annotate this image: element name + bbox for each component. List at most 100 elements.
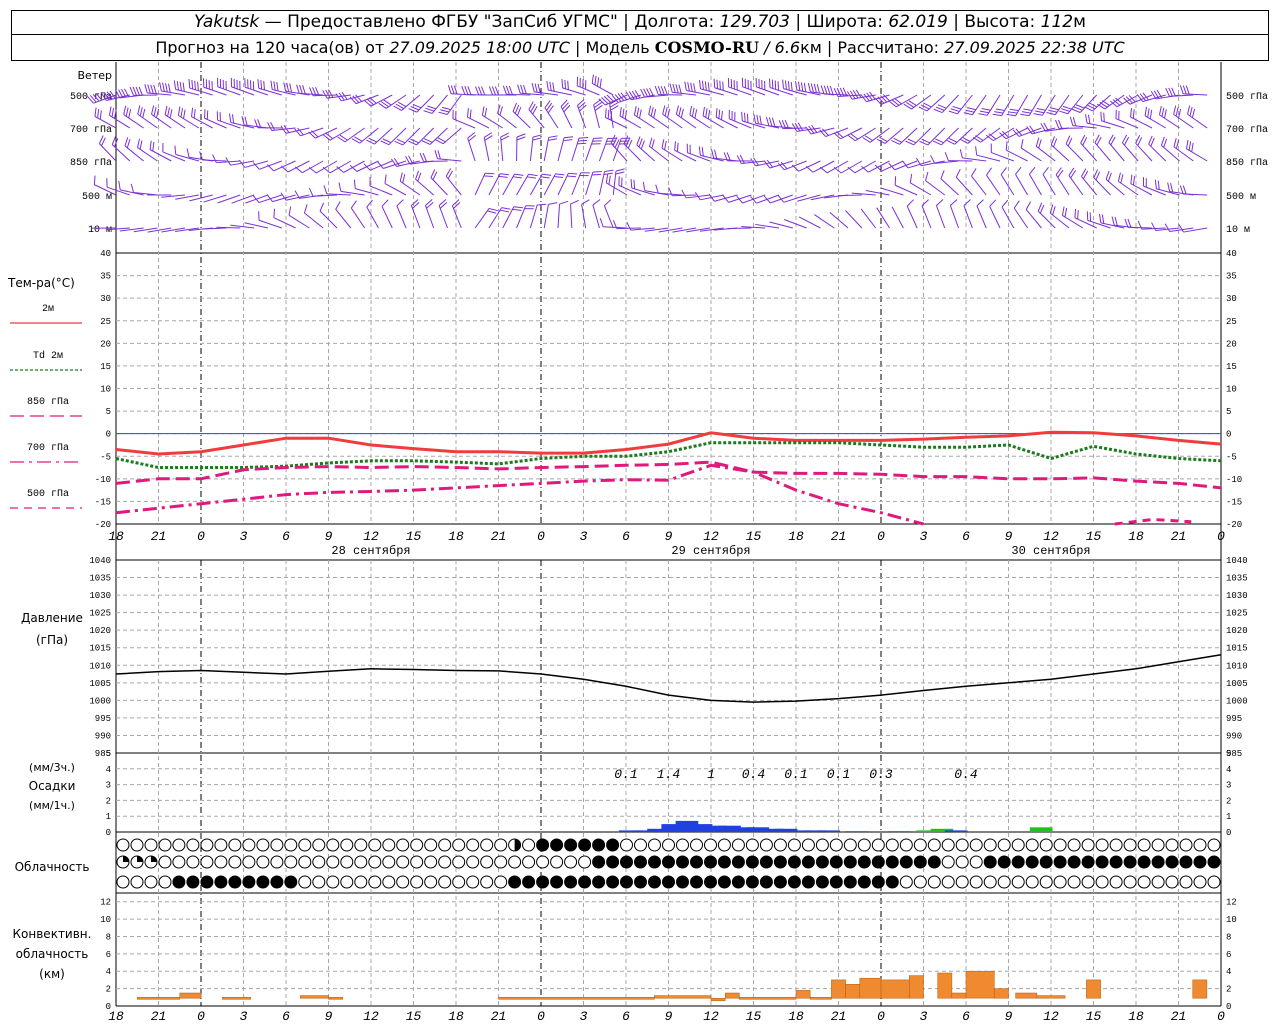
precip-bar-8 [732,827,755,832]
wind-feather-3-64-0 [986,167,992,176]
wind-barb-1-41 [662,113,683,129]
wind-feather-4-22-0 [411,199,419,206]
cloud-circle-2-27 [494,875,508,889]
wind-feather-1-42-1 [678,107,682,117]
cloud-circle-2-18 [368,875,382,889]
hour-tick-bottom-24: 18 [1128,1009,1144,1024]
wind-barb-2-66 [1005,149,1028,162]
wind-feather-3-30-0 [542,173,552,176]
wind-barb-0-65 [1001,94,1015,116]
cloud-circle-2-39 [662,875,675,889]
cloud-circle-0-53 [857,838,871,852]
wind-feather-4-66-0 [1013,200,1020,209]
wind-barb-3-36 [612,171,617,196]
wind-feather-0-63-0 [963,112,973,116]
cloud-circle-2-4 [172,875,186,889]
wind-feather-2-21-0 [377,161,384,169]
wind-feather-1-51-2 [797,122,804,131]
wind-feather-4-70-0 [1061,206,1065,216]
hour-tick-mid-26: 0 [1217,529,1225,544]
precip-bar-0 [618,830,642,832]
cloud-circle-2-28 [508,875,522,889]
hour-tick-bottom-2: 0 [197,1009,205,1024]
wind-feather-0-36-2 [596,77,600,87]
wind-feather-0-32-1 [534,83,538,93]
wind-feather-1-71-0 [1069,116,1074,126]
wind-barb-1-42 [676,113,697,129]
pressure-ytick-left-1040: 1040 [89,556,111,566]
wind-feather-0-27-1 [464,86,469,95]
cloud-circle-2-53 [857,875,871,889]
wind-feather-2-59-0 [902,160,909,169]
wind-barb-4-59 [921,205,932,229]
wind-feather-1-77-0 [1158,105,1162,115]
wind-feather-2-1-1 [114,138,119,147]
wind-feather-1-31-2 [532,106,538,115]
cloud-circle-2-61 [969,875,983,889]
conv-bar-5 [498,997,655,1000]
wind-barb-1-35 [593,104,600,129]
wind-barb-0-60 [926,94,946,112]
precip-ytick-left-2: 2 [106,796,111,806]
cloud-circle-1-17 [354,855,368,869]
cloud-circle-2-22 [424,875,438,889]
wind-feather-1-29-1 [499,106,503,116]
wind-barb-4-34 [581,204,587,229]
wind-feather-3-71-1 [1082,170,1089,179]
cloud-circle-0-66 [1039,838,1053,852]
wind-barb-2-72 [1094,142,1111,162]
wind-barb-3-25 [445,176,462,196]
wind-feather-4-58-0 [906,199,914,207]
wind-feather-0-68-0 [1033,113,1043,116]
wind-barb-0-62 [957,94,973,115]
cloud-circle-2-35 [606,875,620,889]
hour-tick-bottom-12: 6 [622,1009,630,1024]
wind-feather-1-56-1 [864,135,873,141]
wind-feather-2-24-1 [422,152,427,162]
conv-unit: (км) [39,967,65,981]
cloud-circle-2-69 [1081,875,1095,889]
wind-feather-0-55-3 [855,89,862,98]
wind-level-right-0: 500 гПа [1226,92,1268,103]
wind-feather-0-74-2 [1115,97,1123,105]
wind-barb-0-8 [203,86,227,96]
wind-feather-1-33-1 [562,102,569,110]
cloud-circle-2-3 [158,875,172,889]
wind-feather-3-17-0 [323,185,328,195]
wind-feather-1-49-1 [768,117,773,127]
wind-feather-1-25-1 [437,137,446,143]
wind-feather-0-72-2 [1088,102,1098,108]
cloud-circle-2-24 [452,875,466,889]
wind-feather-3-23-0 [415,170,420,180]
cloud-circle-0-77 [1193,838,1207,852]
wind-feather-0-44-1 [701,80,704,90]
cloud-circle-0-21 [410,838,424,852]
wind-feather-2-79-2 [1191,142,1194,152]
wind-feather-0-53-0 [820,85,825,95]
wind-feather-0-75-2 [1128,95,1136,103]
model-name: COSMO-RU [654,38,760,57]
wind-feather-3-65-0 [1000,167,1007,175]
cloud-circle-1-68 [1067,855,1081,869]
cloud-circle-2-21 [410,875,424,889]
wind-feather-2-61-0 [930,155,936,164]
precip-label-4: 0.1 [784,767,807,782]
hour-tick-bottom-4: 6 [282,1009,290,1024]
wind-barb-4-17 [335,209,352,229]
cloud-circle-1-23 [438,855,452,869]
wind-feather-1-72-0 [1085,114,1088,124]
cloud-circle-1-45 [745,855,759,869]
wind-level-left-2: 850 гПа [70,158,112,169]
wind-feather-4-22-1 [412,201,420,209]
cloud-circle-1-60 [955,855,969,869]
wind-feather-1-60-1 [921,138,931,144]
wind-feather-0-50-1 [784,80,787,90]
wind-feather-1-60-0 [919,140,928,146]
wind-feather-1-50-1 [781,119,787,129]
wind-feather-4-18-0 [350,200,357,209]
wind-feather-0-3-2 [135,86,140,96]
temp-ytick-left-15: 15 [100,362,111,372]
cloud-circle-1-44 [731,855,745,869]
wind-barb-1-59 [913,127,932,146]
wind-barb-3-61 [940,178,959,196]
